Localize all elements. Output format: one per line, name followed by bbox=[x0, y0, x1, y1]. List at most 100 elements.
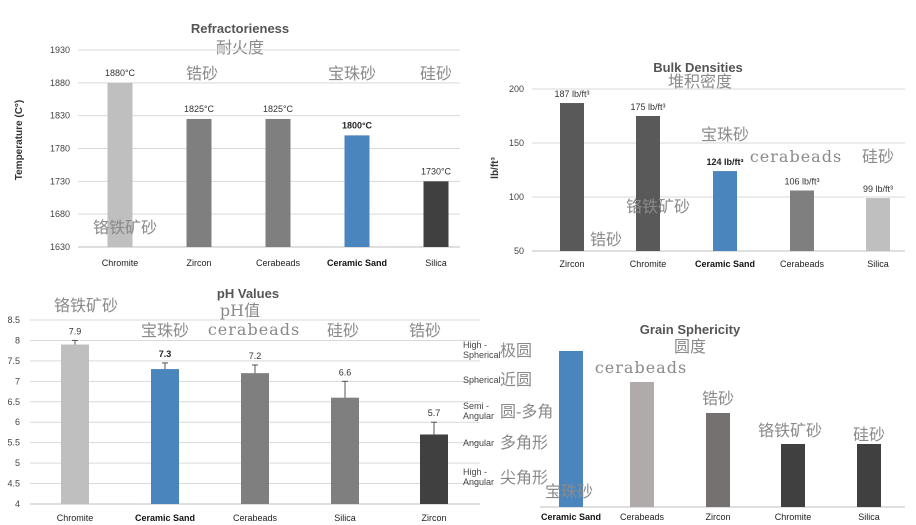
refractoriness-title-cn: 耐火度 bbox=[216, 38, 264, 57]
y-tick-label: 1730 bbox=[50, 176, 70, 186]
cn-label: 宝珠砂 bbox=[328, 64, 376, 83]
level-label: Angular bbox=[463, 477, 494, 487]
category-label: Ceramic Sand bbox=[135, 513, 195, 523]
level-label: High - bbox=[463, 467, 487, 477]
level-label-cn: 圆-多角 bbox=[500, 402, 553, 421]
bar bbox=[265, 118, 291, 247]
category-label: Ceramic Sand bbox=[541, 512, 601, 522]
data-label: 124 lb/ft³ bbox=[706, 157, 743, 167]
cn-label: cerabeads bbox=[595, 358, 687, 377]
data-label: 187 lb/ft³ bbox=[554, 89, 589, 99]
y-tick-label: 1630 bbox=[50, 242, 70, 252]
y-tick-label: 1830 bbox=[50, 111, 70, 121]
data-label: 1825°C bbox=[184, 104, 215, 114]
level-label: High - bbox=[463, 340, 487, 350]
y-tick-label: 4 bbox=[15, 499, 20, 509]
bar bbox=[636, 116, 660, 251]
data-label: 7.9 bbox=[69, 326, 82, 336]
cn-label: cerabeads bbox=[208, 320, 300, 339]
bar bbox=[781, 444, 805, 507]
level-label: Semi - bbox=[463, 401, 489, 411]
y-tick-label: 5.5 bbox=[7, 438, 20, 448]
bar bbox=[151, 369, 179, 504]
y-tick-label: 50 bbox=[514, 246, 524, 256]
bulk-densities-ylabel: lb/ft³ bbox=[490, 157, 501, 179]
cn-label: 铬铁矿砂 bbox=[54, 296, 118, 315]
data-label: 175 lb/ft³ bbox=[630, 102, 665, 112]
data-label: 7.2 bbox=[249, 351, 262, 361]
bar bbox=[559, 351, 583, 507]
cn-label: 宝珠砂 bbox=[141, 321, 189, 340]
y-tick-label: 1780 bbox=[50, 144, 70, 154]
category-label: Chromite bbox=[57, 513, 94, 523]
category-label: Ceramic Sand bbox=[695, 259, 755, 269]
category-label: Cerabeads bbox=[620, 512, 665, 522]
data-label: 1825°C bbox=[263, 104, 294, 114]
cn-label: 铬铁矿砂 bbox=[626, 197, 690, 216]
cn-label: 硅砂 bbox=[420, 64, 452, 83]
bar bbox=[713, 171, 737, 251]
grain-sphericity-title: Grain Sphericity bbox=[640, 322, 741, 337]
y-tick-label: 1680 bbox=[50, 209, 70, 219]
data-label: 1800°C bbox=[342, 120, 373, 130]
category-label: Cerabeads bbox=[233, 513, 278, 523]
category-label: Chromite bbox=[102, 258, 139, 268]
cn-label: 锆砂 bbox=[409, 321, 441, 340]
level-label-cn: 近圆 bbox=[500, 370, 532, 389]
level-label-cn: 多角形 bbox=[500, 433, 548, 452]
y-tick-label: 100 bbox=[509, 192, 524, 202]
category-label: Chromite bbox=[630, 259, 667, 269]
category-label: Silica bbox=[858, 512, 880, 522]
bar bbox=[107, 82, 133, 247]
y-tick-label: 200 bbox=[509, 84, 524, 94]
bar bbox=[706, 413, 730, 507]
y-tick-label: 8.5 bbox=[7, 315, 20, 325]
cn-label: 硅砂 bbox=[853, 425, 885, 444]
y-tick-label: 6 bbox=[15, 417, 20, 427]
refractoriness-ylabel: Temperature (C°) bbox=[14, 100, 25, 181]
cn-label: 宝珠砂 bbox=[701, 125, 749, 144]
bar bbox=[857, 444, 881, 507]
category-label: Chromite bbox=[775, 512, 812, 522]
cn-label: 硅砂 bbox=[862, 147, 894, 166]
category-label: Silica bbox=[867, 259, 889, 269]
cn-label: 锆砂 bbox=[186, 64, 218, 83]
category-label: Ceramic Sand bbox=[327, 258, 387, 268]
bar bbox=[241, 373, 269, 504]
bar bbox=[560, 103, 584, 251]
cn-label: 锆砂 bbox=[702, 389, 734, 408]
y-tick-label: 5 bbox=[15, 458, 20, 468]
grain-sphericity-title-cn: 圆度 bbox=[674, 337, 706, 356]
y-tick-label: 7 bbox=[15, 376, 20, 386]
level-label-cn: 尖角形 bbox=[500, 468, 548, 487]
level-label: Angular bbox=[463, 438, 494, 448]
ph-values-title: pH Values bbox=[217, 286, 279, 301]
level-label: Angular bbox=[463, 411, 494, 421]
level-label: Spherical bbox=[463, 375, 501, 385]
data-label: 99 lb/ft³ bbox=[863, 184, 893, 194]
bar bbox=[630, 382, 654, 507]
cn-label: 铬铁矿砂 bbox=[758, 421, 822, 440]
cn-label: 宝珠砂 bbox=[545, 482, 593, 501]
cn-label: 铬铁矿砂 bbox=[93, 218, 157, 237]
cn-label: cerabeads bbox=[750, 147, 842, 166]
bar bbox=[331, 397, 359, 504]
bar bbox=[420, 434, 448, 504]
category-label: Cerabeads bbox=[780, 259, 825, 269]
data-label: 1880°C bbox=[105, 68, 136, 78]
bar bbox=[866, 198, 890, 251]
cn-label: 硅砂 bbox=[327, 321, 359, 340]
ph-values-title-cn: pH值 bbox=[220, 301, 260, 320]
bar bbox=[61, 344, 89, 504]
y-tick-label: 7.5 bbox=[7, 356, 20, 366]
data-label: 106 lb/ft³ bbox=[784, 177, 819, 187]
category-label: Zircon bbox=[705, 512, 730, 522]
data-label: 1730°C bbox=[421, 166, 452, 176]
bar bbox=[344, 135, 370, 247]
y-tick-label: 1930 bbox=[50, 45, 70, 55]
level-label-cn: 极圆 bbox=[500, 341, 532, 360]
category-label: Zircon bbox=[421, 513, 446, 523]
category-label: Zircon bbox=[186, 258, 211, 268]
